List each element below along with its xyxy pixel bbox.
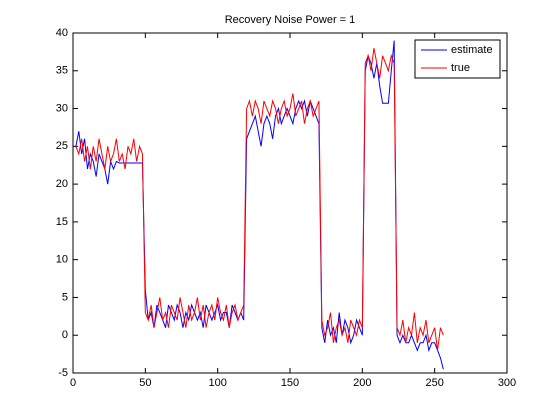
y-tick-label: 40 xyxy=(56,27,68,39)
x-tick-label: 300 xyxy=(498,377,516,389)
y-tick-label: 0 xyxy=(62,329,68,341)
y-tick-label: 15 xyxy=(56,216,68,228)
y-tick-label: 20 xyxy=(56,178,68,190)
x-tick-label: 50 xyxy=(139,377,151,389)
legend-label: true xyxy=(451,62,470,74)
x-tick-label: 250 xyxy=(425,377,443,389)
legend-label: estimate xyxy=(451,44,493,56)
y-tick-label: 5 xyxy=(62,291,68,303)
series-line xyxy=(75,48,444,351)
plot-area xyxy=(72,32,508,374)
x-tick-label: 150 xyxy=(281,377,299,389)
series-line xyxy=(75,40,444,370)
chart-title: Recovery Noise Power = 1 xyxy=(225,14,356,26)
y-tick-label: 30 xyxy=(56,102,68,114)
x-tick-label: 0 xyxy=(70,377,76,389)
y-tick-label: 25 xyxy=(56,140,68,152)
y-tick-label: -5 xyxy=(58,367,68,379)
y-tick-label: 35 xyxy=(56,65,68,77)
y-tick-label: 10 xyxy=(56,254,68,266)
legend-box xyxy=(414,39,501,79)
x-tick-label: 200 xyxy=(353,377,371,389)
x-tick-label: 100 xyxy=(208,377,226,389)
